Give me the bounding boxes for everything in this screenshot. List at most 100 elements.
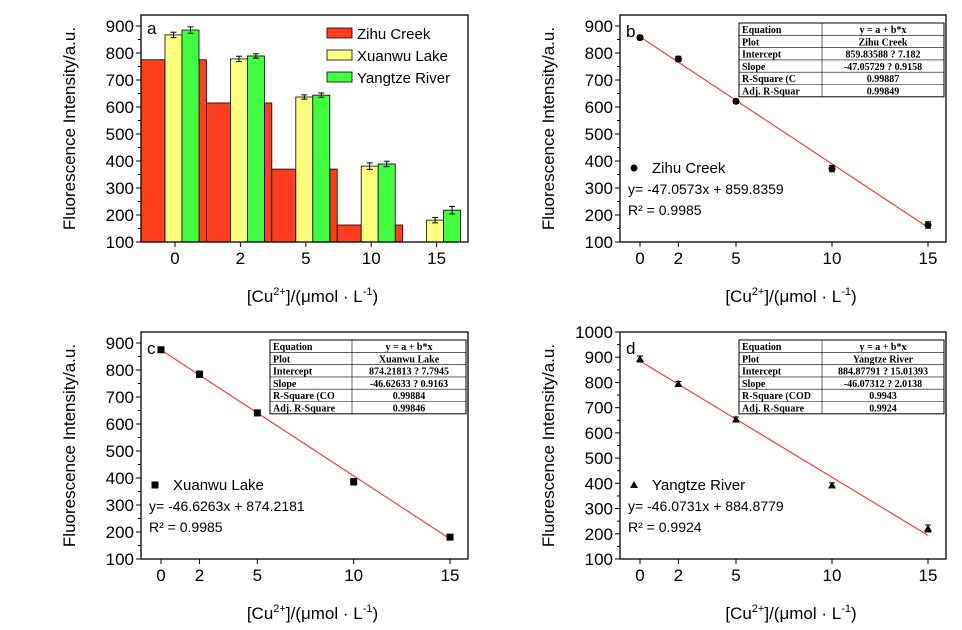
x-axis-title-part: ]/( — [286, 604, 301, 623]
x-axis-title-part: μ — [301, 287, 311, 306]
x-tick-label: 10 — [344, 566, 363, 585]
bar-zihu-creek-right — [394, 224, 404, 243]
x-tick-label: 10 — [823, 566, 842, 585]
stats-table-value: y = a + b*x — [386, 342, 433, 353]
stats-table-key: R-Square (C — [742, 74, 796, 85]
bar-zihu-creek-right — [329, 168, 338, 243]
stats-table-value: -46.62633 ? 0.9163 — [370, 379, 448, 390]
stats-table-value: 0.99884 — [393, 391, 426, 402]
y-tick-label: 400 — [585, 152, 613, 171]
x-axis-title-part: mol · L — [311, 287, 363, 306]
y-tick-label: 300 — [585, 179, 613, 198]
x-axis-title: [Cu2+]/(μmol · L-1) — [725, 603, 856, 623]
stats-table-value: 874.21813 ? 7.7945 — [369, 367, 449, 378]
stats-table-value: -47.05729 ? 0.9158 — [844, 62, 922, 73]
y-tick-label: 100 — [106, 233, 134, 252]
x-axis-title-part: ) — [851, 604, 857, 623]
fit-equation: y= -46.0731x + 884.8779 — [628, 498, 784, 514]
panel-a: 0 2 5 10 15 100 200 300 400 500 600 700 800 900 Fluore… — [60, 14, 469, 306]
legend-label: Yangtze River — [652, 477, 745, 494]
y-tick-label: 200 — [106, 523, 134, 542]
x-tick-label: 0 — [635, 566, 644, 585]
x-tick-label: 15 — [919, 249, 938, 268]
y-tick-label: 600 — [585, 424, 613, 443]
data-point — [636, 354, 644, 362]
y-tick-label: 400 — [106, 152, 134, 171]
y-tick-label: 700 — [585, 399, 613, 418]
bar-xuanwu-lake — [426, 219, 445, 243]
data-point — [157, 346, 165, 354]
y-axis-title: Fluorescence Intensity/a.u. — [539, 27, 558, 230]
legend-label: Yangtze River — [357, 70, 450, 87]
y-tick-label: 900 — [106, 17, 134, 36]
data-point — [674, 55, 682, 63]
y-tick-label: 600 — [585, 98, 613, 117]
fit-equation: y= -46.6263x + 874.2181 — [149, 498, 305, 514]
data-point — [253, 409, 261, 417]
y-tick-label: 300 — [585, 500, 613, 519]
data-point — [674, 379, 683, 387]
x-axis-title-part: mol · L — [311, 604, 363, 623]
x-tick-label: 10 — [362, 249, 381, 268]
stats-table-key: Adj. R-Square — [273, 404, 336, 415]
y-tick-label: 900 — [106, 334, 134, 353]
stats-table-value: Xuanwu Lake — [379, 354, 440, 365]
x-axis-title-part: μ — [779, 287, 789, 306]
x-tick-label: 2 — [236, 249, 245, 268]
y-tick-label: 100 — [585, 550, 613, 569]
stats-table-value: Zihu Creek — [859, 37, 908, 48]
x-axis-title-part: ) — [373, 287, 379, 306]
y-tick-label: 1000 — [575, 323, 613, 342]
stats-table: Equation y = a + b*x Plot Zihu Creek Interce… — [738, 22, 945, 98]
stats-table-value: y = a + b*x — [860, 342, 907, 353]
y-tick-label: 600 — [106, 415, 134, 434]
legend-swatch — [326, 27, 353, 39]
bar-yangtze-river — [312, 94, 331, 243]
stats-table-key: R-Square (COD — [742, 391, 811, 402]
data-point — [924, 524, 932, 532]
stats-table-value: 0.99846 — [393, 404, 426, 415]
stats-table-value: 0.9943 — [869, 391, 897, 402]
y-tick-label: 700 — [106, 71, 134, 90]
x-axis-title-part: [Cu — [725, 604, 751, 623]
y-axis-title: Fluorescence Intensity/a.u. — [60, 344, 79, 547]
y-tick-label: 200 — [585, 206, 613, 225]
x-axis-title-part: 2+ — [752, 286, 765, 298]
stats-table-key: Equation — [742, 342, 782, 353]
x-axis-title-part: [Cu — [725, 287, 751, 306]
x-tick-label: 15 — [427, 249, 446, 268]
bar-yangtze-river — [443, 209, 462, 243]
y-tick-label: 800 — [106, 44, 134, 63]
stats-table-key: Adj. R-Squar — [742, 87, 800, 98]
x-tick-label: 15 — [919, 566, 938, 585]
panel-b: 100200300400500600700800900Fluorescence … — [539, 14, 947, 306]
data-point — [732, 415, 740, 423]
panel-label: c — [147, 339, 156, 358]
y-tick-label: 300 — [106, 496, 134, 515]
y-tick-label: 400 — [106, 469, 134, 488]
y-tick-label: 900 — [585, 17, 613, 36]
r-squared: R² = 0.9985 — [149, 519, 223, 535]
bar-zihu-creek — [271, 168, 297, 243]
bar-yangtze-river — [377, 163, 396, 243]
stats-table-value: 0.99887 — [867, 74, 900, 85]
x-axis-title-part: -1 — [841, 603, 851, 615]
legend-label: Xuanwu Lake — [173, 477, 264, 494]
fit-equation: y= -47.0573x + 859.8359 — [628, 181, 784, 197]
x-axis-title: [Cu2+]/(μmol · L-1) — [247, 286, 378, 306]
x-tick-label: 2 — [674, 566, 683, 585]
stats-table-key: Equation — [742, 25, 782, 36]
x-axis-title-part: 2+ — [273, 286, 286, 298]
legend-marker — [151, 481, 159, 489]
y-axis-title: Fluorescence Intensity/a.u. — [539, 344, 558, 547]
data-point — [446, 533, 454, 541]
x-tick-label: 15 — [441, 566, 460, 585]
bar-zihu-creek — [205, 102, 231, 243]
x-tick-label: 2 — [195, 566, 204, 585]
data-point — [196, 370, 204, 378]
x-axis-title-part: -1 — [363, 286, 373, 298]
y-tick-label: 100 — [106, 550, 134, 569]
x-tick-label: 5 — [731, 249, 740, 268]
data-point — [350, 478, 358, 486]
